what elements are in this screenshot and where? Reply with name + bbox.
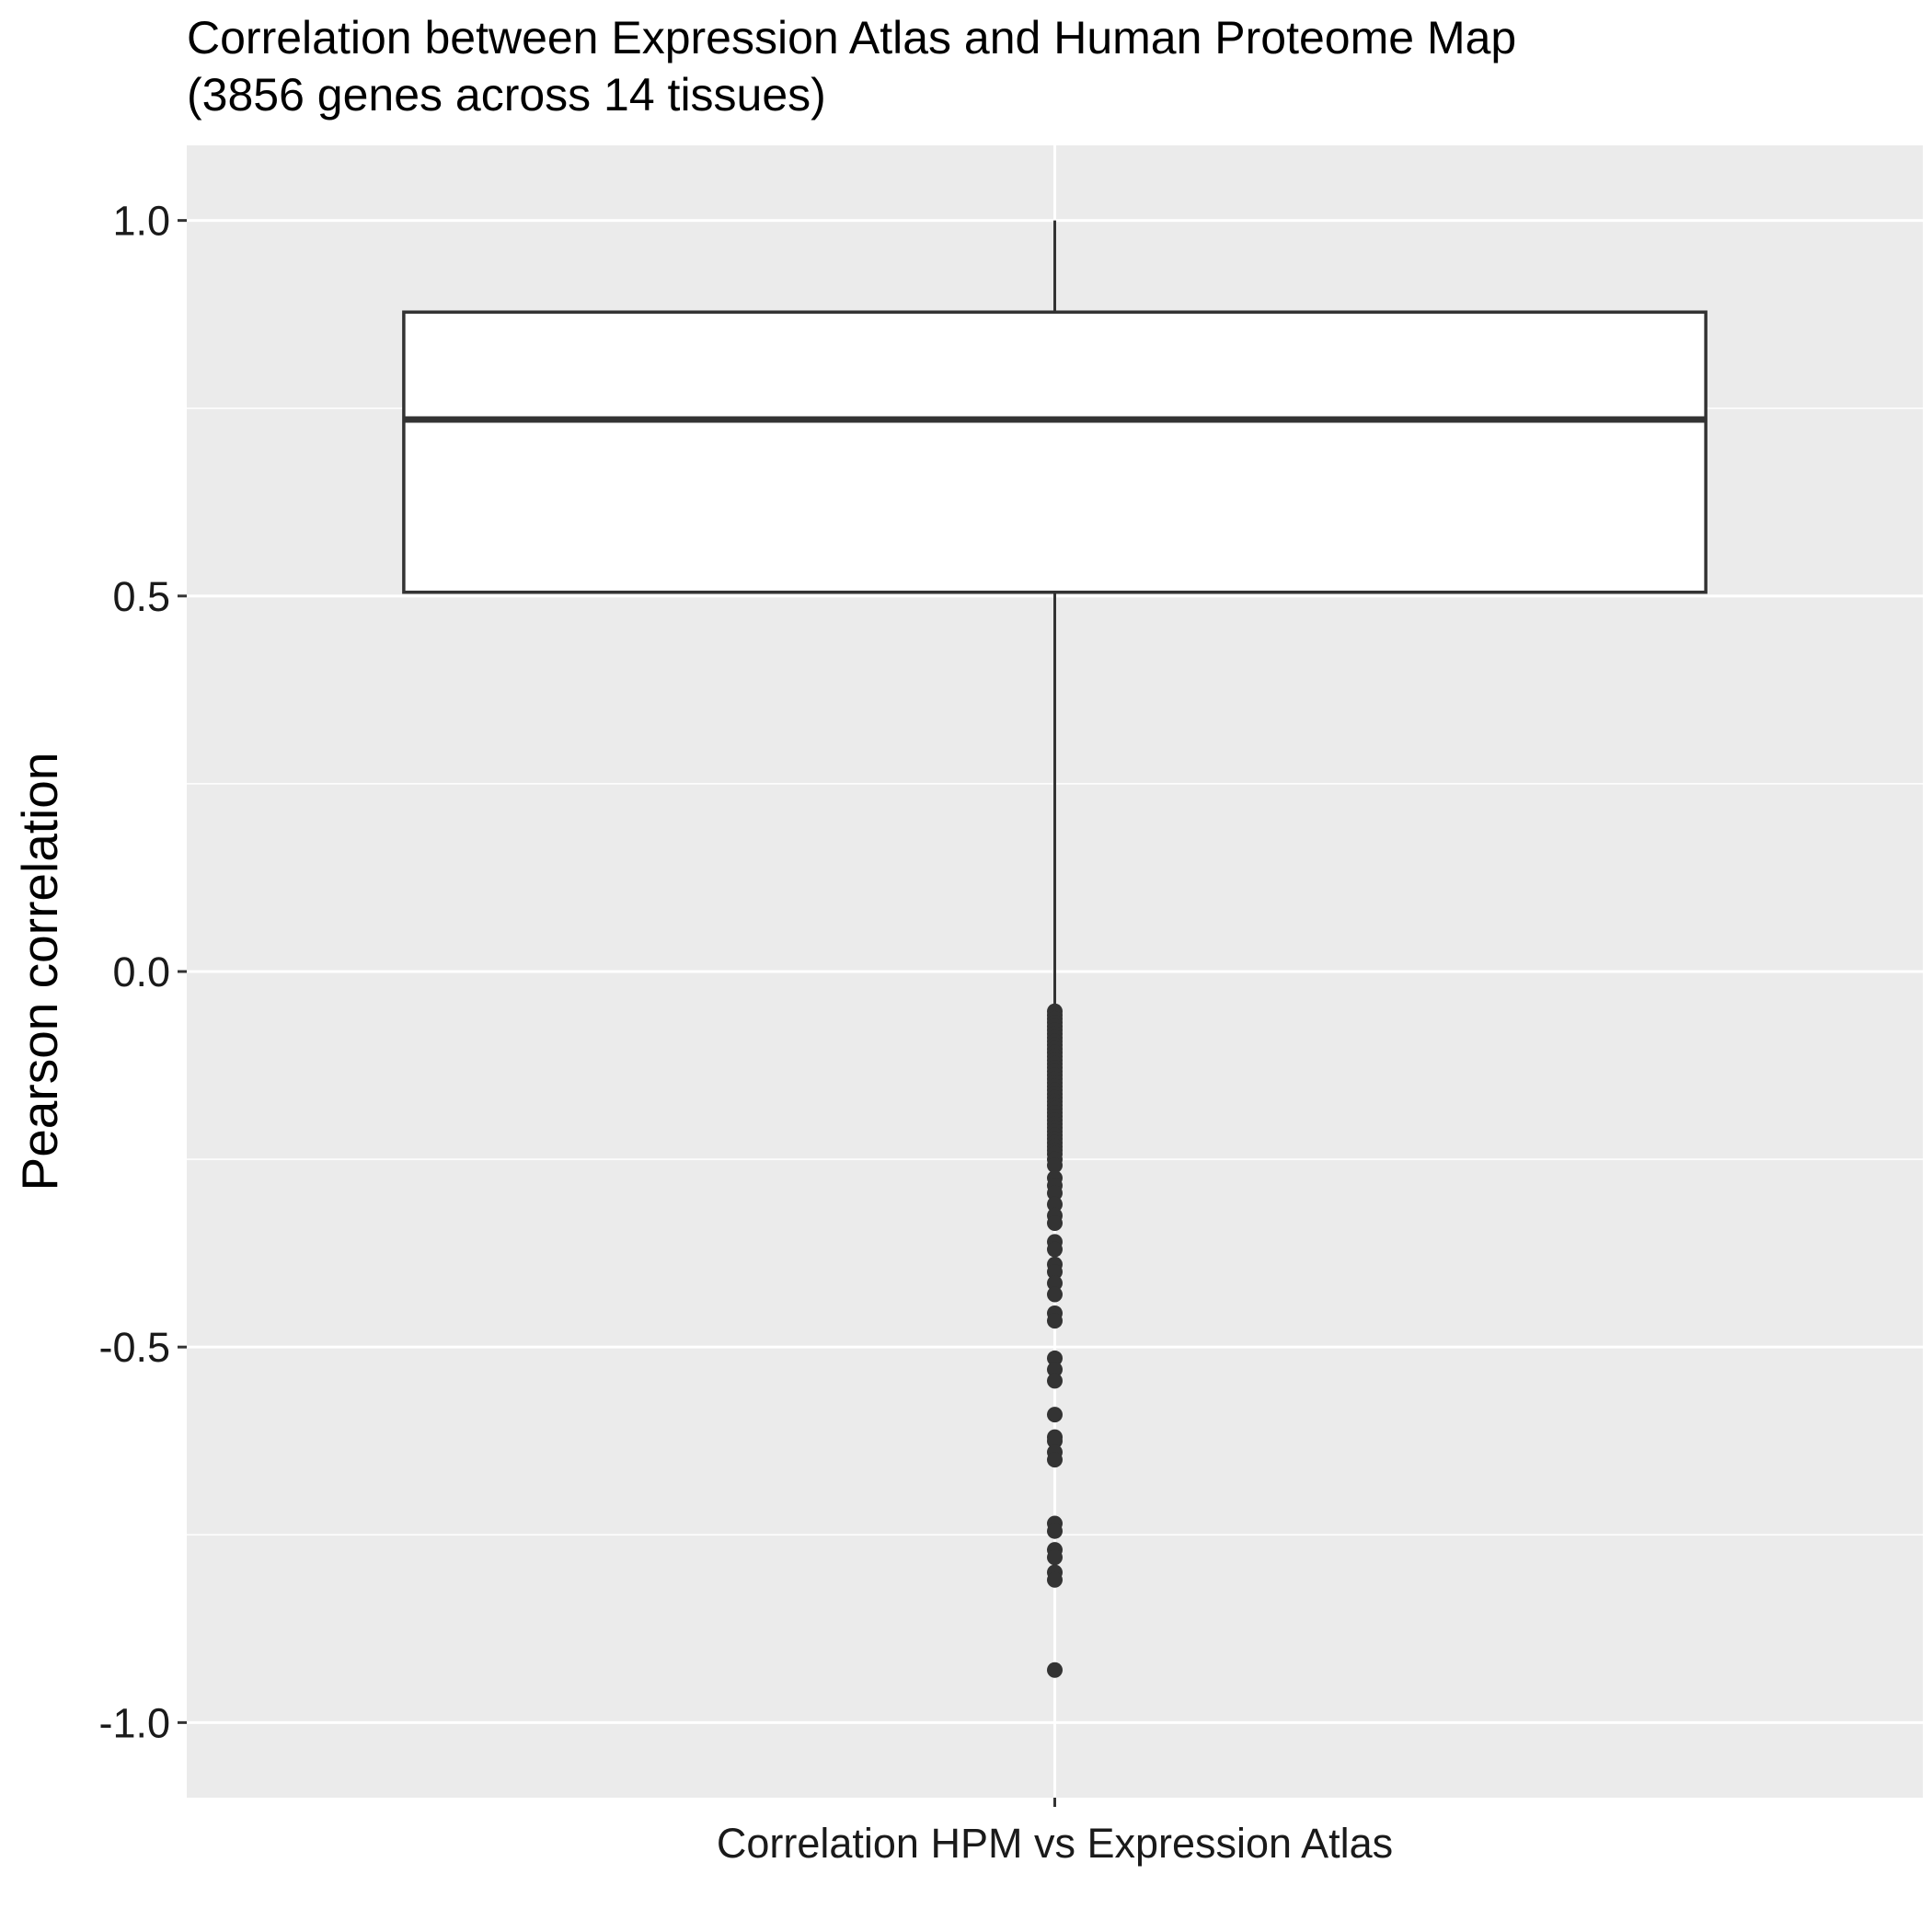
outlier-point xyxy=(1047,1407,1063,1423)
y-tick-label: -0.5 xyxy=(98,1324,170,1371)
outlier-point xyxy=(1047,1452,1063,1468)
outlier-points xyxy=(1047,1003,1063,1678)
outlier-point xyxy=(1047,1264,1063,1281)
y-tick-label: 0.0 xyxy=(112,949,170,995)
outlier-point xyxy=(1047,1662,1063,1678)
outlier-point xyxy=(1047,1275,1063,1292)
outlier-point xyxy=(1047,1432,1063,1449)
outlier-point xyxy=(1047,1313,1063,1329)
boxplot xyxy=(402,220,1708,1009)
y-tick-label: -1.0 xyxy=(98,1699,170,1746)
x-tick-label: Correlation HPM vs Expression Atlas xyxy=(717,1820,1393,1867)
y-axis-title: Pearson correlation xyxy=(11,753,68,1191)
outlier-point xyxy=(1047,1196,1063,1213)
outlier-point xyxy=(1047,1241,1063,1258)
box-iqr xyxy=(402,310,1708,594)
chart-title: Correlation between Expression Atlas and… xyxy=(187,12,1516,63)
outlier-point xyxy=(1047,1373,1063,1389)
outlier-point xyxy=(1047,1350,1063,1366)
outlier-point xyxy=(1047,1185,1063,1202)
outlier-point xyxy=(1047,1571,1063,1588)
y-axis-ticks: -1.0 -0.5 0.0 0.5 1.0 xyxy=(98,198,187,1746)
outlier-point xyxy=(1047,1523,1063,1539)
y-tick-label: 0.5 xyxy=(112,573,170,620)
chart-subtitle: (3856 genes across 14 tissues) xyxy=(187,69,826,121)
outlier-point xyxy=(1047,1214,1063,1231)
outlier-point xyxy=(1047,1157,1063,1174)
y-tick-label: 1.0 xyxy=(112,198,170,245)
outlier-point xyxy=(1047,1286,1063,1303)
outlier-point xyxy=(1047,1549,1063,1566)
outlier-point xyxy=(1047,1362,1063,1378)
x-axis-ticks: Correlation HPM vs Expression Atlas xyxy=(717,1798,1393,1867)
